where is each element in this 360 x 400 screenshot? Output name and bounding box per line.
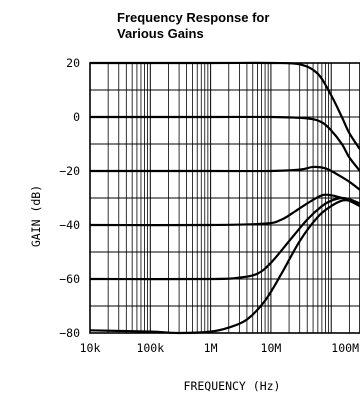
y-tick-label: 20 <box>66 56 80 70</box>
series-line-1 <box>90 61 360 151</box>
y-axis-label: GAIN (dB) <box>29 185 43 247</box>
chart-title-line-1: Frequency Response for <box>117 10 269 25</box>
x-tick-labels: 10k 100k 1M 10M 100M <box>80 341 359 355</box>
x-axis-label: FREQUENCY (Hz) <box>184 379 281 393</box>
chart-title-line-2: Various Gains <box>117 26 204 41</box>
y-tick-label: −40 <box>59 218 80 232</box>
y-tick-labels: 20 0 −20 −40 −60 −80 <box>59 56 80 340</box>
x-tick-label: 100M <box>331 341 359 355</box>
series-line-2 <box>90 115 360 172</box>
x-tick-label: 10k <box>80 341 101 355</box>
series-line-4 <box>90 193 360 227</box>
x-tick-label: 100k <box>136 341 164 355</box>
plot-frame <box>89 62 360 334</box>
y-tick-label: −80 <box>59 326 80 340</box>
x-tick-label: 1M <box>204 341 218 355</box>
gridlines <box>89 62 360 334</box>
series-line-3 <box>90 165 360 191</box>
series-line-5 <box>90 196 360 281</box>
x-tick-label: 10M <box>261 341 282 355</box>
series-line-6 <box>90 198 360 335</box>
y-tick-label: 0 <box>73 110 80 124</box>
y-tick-label: −60 <box>59 272 80 286</box>
y-tick-label: −20 <box>59 164 80 178</box>
